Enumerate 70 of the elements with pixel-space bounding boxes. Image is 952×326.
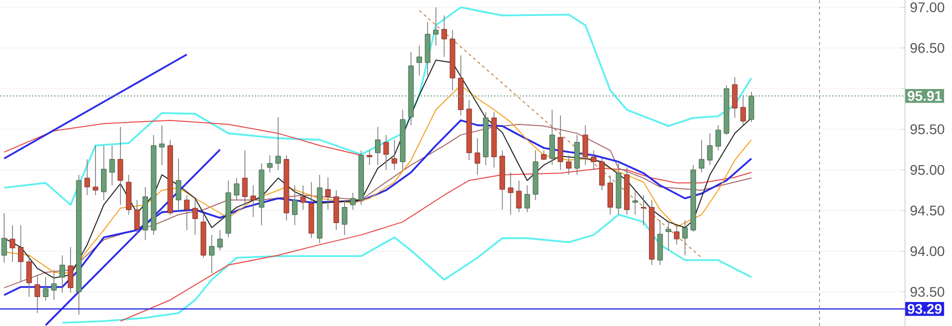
candlestick (740, 94, 746, 126)
candlestick (549, 109, 555, 166)
candlestick (350, 192, 356, 210)
candlestick (698, 139, 704, 173)
candlestick (234, 178, 240, 200)
candlestick (250, 184, 256, 218)
candlestick (275, 116, 281, 170)
candlestick (184, 194, 190, 230)
candlestick (325, 176, 331, 210)
candlestick (582, 124, 588, 166)
line-series (120, 168, 752, 322)
candlestick (674, 224, 680, 246)
candlestick (92, 145, 98, 196)
candlestick (599, 158, 605, 191)
candlestick (267, 154, 273, 173)
candlestick (101, 145, 107, 200)
candlestick (375, 126, 381, 166)
y-tick-label: 95.50 (910, 124, 944, 134)
candlestick (42, 276, 48, 302)
candlestick (192, 200, 198, 236)
candlestick (416, 45, 422, 76)
candlestick (84, 158, 90, 196)
y-tick-label: 97.00 (910, 2, 944, 12)
y-tick-label: 94.00 (910, 246, 944, 256)
candlestick (566, 154, 572, 176)
candlestick (441, 15, 447, 58)
candlestick (392, 139, 398, 170)
candlestick (118, 126, 124, 206)
candlestick (292, 184, 298, 226)
candlestick (590, 150, 596, 170)
candlestick (60, 254, 66, 294)
candlestick (682, 220, 688, 256)
candlestick (134, 200, 140, 236)
line-series (4, 120, 362, 156)
ref-line-label: 93.29 (908, 304, 942, 314)
y-tick-label: 95.00 (910, 164, 944, 175)
candlestick (242, 150, 248, 206)
candlestick (640, 194, 646, 226)
candlestick (632, 190, 638, 216)
candlestick (51, 270, 57, 300)
candlestick (732, 76, 738, 118)
y-tick-label: 96.50 (910, 43, 944, 53)
candlestick (34, 274, 40, 314)
candlestick (300, 184, 306, 210)
candlestick (433, 6, 439, 46)
candlestick (109, 145, 115, 186)
candlestick (217, 230, 223, 251)
candlestick (474, 138, 480, 176)
candlestick (366, 150, 372, 166)
candlestick (68, 246, 74, 294)
candlestick (159, 124, 165, 166)
candlestick (18, 224, 24, 282)
candlestick (541, 150, 547, 161)
candlestick (1, 212, 7, 263)
candlestick (516, 180, 522, 213)
candlestick (176, 158, 182, 213)
candlestick (508, 172, 514, 216)
candlestick (208, 234, 214, 274)
candlestick (383, 134, 389, 170)
line-series (3, 6, 752, 206)
candlestick (707, 132, 713, 166)
y-tick-label: 93.50 (910, 286, 944, 297)
candlestick (666, 220, 672, 251)
candlestick (524, 184, 530, 213)
y-tick-label: 94.50 (910, 206, 944, 216)
ref-line-label: 95.91 (908, 90, 942, 101)
candlestick (342, 200, 348, 236)
candlestick (26, 254, 32, 298)
candlestick (715, 124, 721, 151)
candlestick (10, 224, 16, 262)
